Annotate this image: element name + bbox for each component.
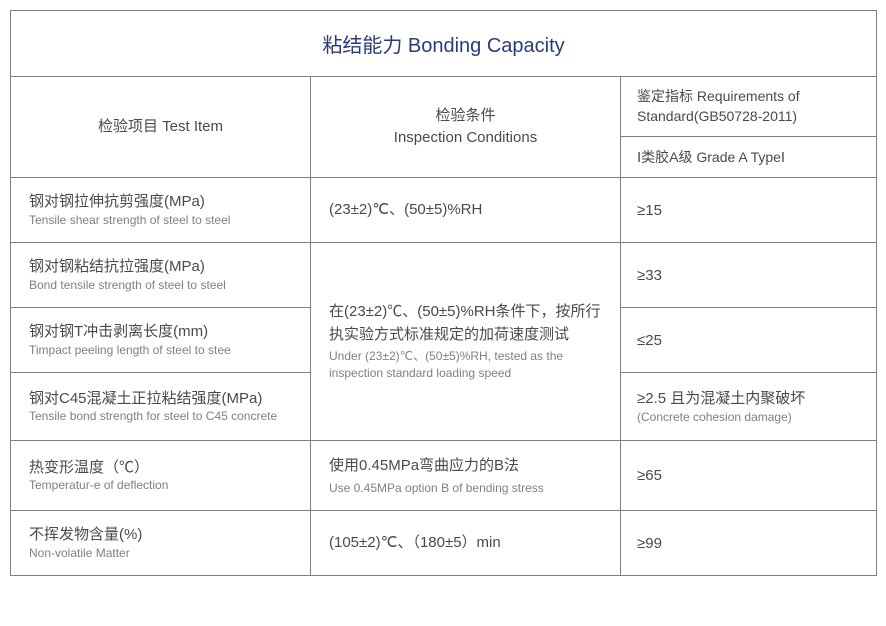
- header-conditions-cn: 检验条件: [327, 105, 604, 128]
- header-test-item: 检验项目 Test Item: [11, 77, 311, 178]
- value-cell: ≥65: [621, 441, 877, 511]
- title-row: 粘结能力 Bonding Capacity: [11, 11, 877, 77]
- header-row-1: 检验项目 Test Item 检验条件 Inspection Condition…: [11, 77, 877, 137]
- test-item-cell: 钢对钢拉伸抗剪强度(MPa) Tensile shear strength of…: [11, 178, 311, 243]
- cond-en: Under (23±2)℃、(50±5)%RH, tested as the i…: [329, 348, 602, 382]
- item-cn: 钢对钢拉伸抗剪强度(MPa): [29, 192, 292, 212]
- cond-cn: (105±2)℃、（180±5）min: [329, 532, 602, 555]
- test-item-cell: 钢对钢粘结抗拉强度(MPa) Bond tensile strength of …: [11, 243, 311, 308]
- header-conditions-en: Inspection Conditions: [327, 127, 604, 150]
- cond-cn: (23±2)℃、(50±5)%RH: [329, 199, 602, 222]
- cond-en: Use 0.45MPa option B of bending stress: [329, 480, 602, 497]
- header-grade: Ⅰ类胶A级 Grade A TypeⅠ: [621, 137, 877, 178]
- value-main: ≥2.5 且为混凝土内聚破坏: [637, 390, 805, 407]
- header-conditions: 检验条件 Inspection Conditions: [311, 77, 621, 178]
- condition-cell: (105±2)℃、（180±5）min: [311, 511, 621, 576]
- value-sub: (Concrete cohesion damage): [637, 410, 792, 424]
- test-item-cell: 热变形温度（℃） Temperatur-e of deflection: [11, 441, 311, 511]
- condition-cell: 使用0.45MPa弯曲应力的B法 Use 0.45MPa option B of…: [311, 441, 621, 511]
- value-cell: ≥2.5 且为混凝土内聚破坏 (Concrete cohesion damage…: [621, 373, 877, 441]
- bonding-capacity-table: 粘结能力 Bonding Capacity 检验项目 Test Item 检验条…: [10, 10, 876, 576]
- table-row: 钢对钢拉伸抗剪强度(MPa) Tensile shear strength of…: [11, 178, 877, 243]
- condition-cell: (23±2)℃、(50±5)%RH: [311, 178, 621, 243]
- cond-cn: 在(23±2)℃、(50±5)%RH条件下，按所行执实验方式标准规定的加荷速度测…: [329, 301, 602, 346]
- header-requirements: 鉴定指标 Requirements of Standard(GB50728-20…: [621, 77, 877, 137]
- item-cn: 不挥发物含量(%): [29, 525, 292, 545]
- item-cn: 钢对钢T冲击剥离长度(mm): [29, 322, 292, 342]
- item-en: Tensile bond strength for steel to C45 c…: [29, 409, 292, 425]
- value-cell: ≥15: [621, 178, 877, 243]
- value-cell: ≥33: [621, 243, 877, 308]
- table-title: 粘结能力 Bonding Capacity: [11, 11, 877, 77]
- spec-table: 粘结能力 Bonding Capacity 检验项目 Test Item 检验条…: [10, 10, 877, 576]
- item-en: Bond tensile strength of steel to steel: [29, 278, 292, 294]
- test-item-cell: 钢对钢T冲击剥离长度(mm) Timpact peeling length of…: [11, 308, 311, 373]
- item-en: Temperatur-e of deflection: [29, 478, 292, 494]
- value-cell: ≤25: [621, 308, 877, 373]
- cond-cn: 使用0.45MPa弯曲应力的B法: [329, 455, 602, 478]
- item-en: Non-volatile Matter: [29, 546, 292, 562]
- table-row: 不挥发物含量(%) Non-volatile Matter (105±2)℃、（…: [11, 511, 877, 576]
- test-item-cell: 不挥发物含量(%) Non-volatile Matter: [11, 511, 311, 576]
- item-cn: 钢对C45混凝土正拉粘结强度(MPa): [29, 389, 292, 409]
- condition-cell-merged: 在(23±2)℃、(50±5)%RH条件下，按所行执实验方式标准规定的加荷速度测…: [311, 243, 621, 441]
- table-row: 热变形温度（℃） Temperatur-e of deflection 使用0.…: [11, 441, 877, 511]
- item-cn: 热变形温度（℃）: [29, 458, 292, 478]
- test-item-cell: 钢对C45混凝土正拉粘结强度(MPa) Tensile bond strengt…: [11, 373, 311, 441]
- value-cell: ≥99: [621, 511, 877, 576]
- table-row: 钢对钢粘结抗拉强度(MPa) Bond tensile strength of …: [11, 243, 877, 308]
- item-cn: 钢对钢粘结抗拉强度(MPa): [29, 257, 292, 277]
- item-en: Tensile shear strength of steel to steel: [29, 213, 292, 229]
- item-en: Timpact peeling length of steel to stee: [29, 343, 292, 359]
